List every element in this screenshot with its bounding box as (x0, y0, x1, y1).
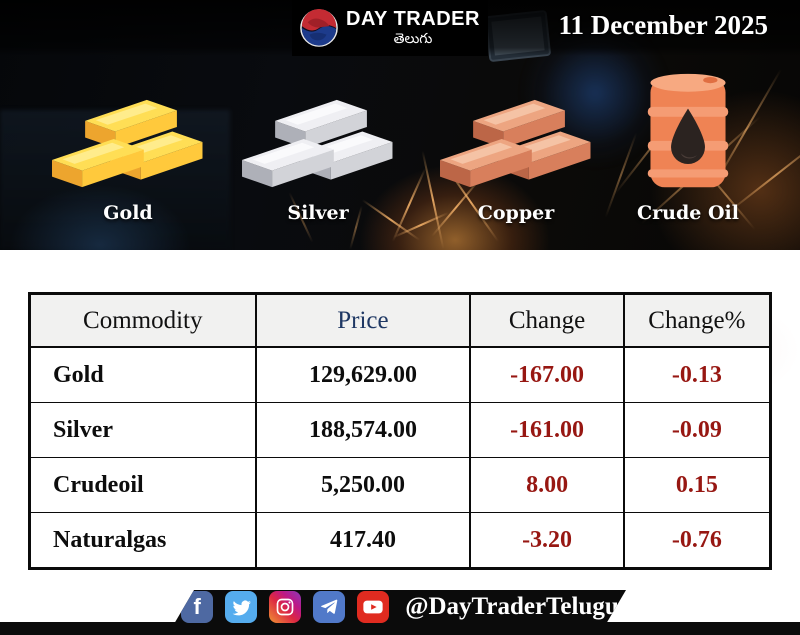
header-change-pct: Change% (622, 292, 772, 348)
table-row: Naturalgas 417.40 -3.20 -0.76 (28, 512, 772, 569)
brand-text: DAY TRADER తెలుగు (346, 9, 480, 47)
cell-change-pct: -0.76 (622, 512, 772, 569)
header-change: Change (469, 292, 625, 348)
cell-change-pct: -0.09 (622, 402, 772, 458)
cell-commodity: Silver (28, 402, 257, 458)
cell-price: 188,574.00 (254, 402, 472, 458)
instagram-icon[interactable] (269, 591, 301, 623)
top-bar: DAY TRADER తెలుగు 11 December 2025 (0, 0, 800, 56)
table-row: Silver 188,574.00 -161.00 -0.09 (28, 402, 772, 458)
cell-price: 5,250.00 (254, 457, 472, 513)
brand-subtitle-telugu: తెలుగు (393, 31, 433, 48)
bottom-black-bar (0, 622, 800, 635)
brand-name: DAY TRADER (346, 8, 480, 31)
facebook-glyph: f (193, 594, 201, 619)
cell-commodity: Gold (28, 346, 257, 403)
social-handle-text: @DayTraderTelugu (405, 593, 619, 620)
copper-bars-icon (428, 80, 604, 198)
cell-change: -3.20 (469, 512, 625, 569)
table-row: Gold 129,629.00 -167.00 -0.13 (28, 346, 772, 403)
cell-price: 129,629.00 (254, 346, 472, 403)
date-text: 11 December 2025 (558, 10, 768, 40)
cell-commodity: Naturalgas (28, 512, 257, 569)
cell-change: -161.00 (469, 402, 625, 458)
cell-change-pct: -0.13 (622, 346, 772, 403)
header-commodity: Commodity (28, 292, 257, 348)
cell-price: 417.40 (254, 512, 472, 569)
cell-commodity: Crudeoil (28, 457, 257, 513)
youtube-icon[interactable] (357, 591, 389, 623)
hero-banner: DAY TRADER తెలుగు 11 December 2025 Gold … (0, 0, 800, 250)
brand: DAY TRADER తెలుగు (292, 0, 488, 56)
table-row: Crudeoil 5,250.00 8.00 0.15 (28, 457, 772, 513)
cell-change: -167.00 (469, 346, 625, 403)
silver-bars-icon (230, 80, 406, 198)
cell-change: 8.00 (469, 457, 625, 513)
commodity-label: Crude Oil (637, 202, 739, 224)
commodity-label: Silver (287, 202, 349, 224)
commodity-card-gold: Gold (40, 80, 216, 224)
header-price: Price (254, 292, 472, 348)
facebook-icon[interactable]: f (181, 591, 213, 623)
bull-bear-logo-icon (300, 9, 338, 47)
commodity-card-crude-oil: Crude Oil (600, 73, 776, 224)
commodity-label: Copper (477, 202, 555, 224)
commodity-card-copper: Copper (428, 80, 604, 224)
telegram-icon[interactable] (313, 591, 345, 623)
commodity-price-table: Commodity Price Change Change% Gold 129,… (28, 292, 772, 570)
commodity-label: Gold (103, 202, 153, 224)
social-ribbon: f @DayTraderTelugu (174, 590, 626, 624)
commodity-card-silver: Silver (230, 80, 406, 224)
cell-change-pct: 0.15 (622, 457, 772, 513)
table-header-row: Commodity Price Change Change% (28, 292, 772, 348)
gold-bars-icon (40, 80, 216, 198)
twitter-icon[interactable] (225, 591, 257, 623)
oil-barrel-icon (600, 73, 776, 198)
